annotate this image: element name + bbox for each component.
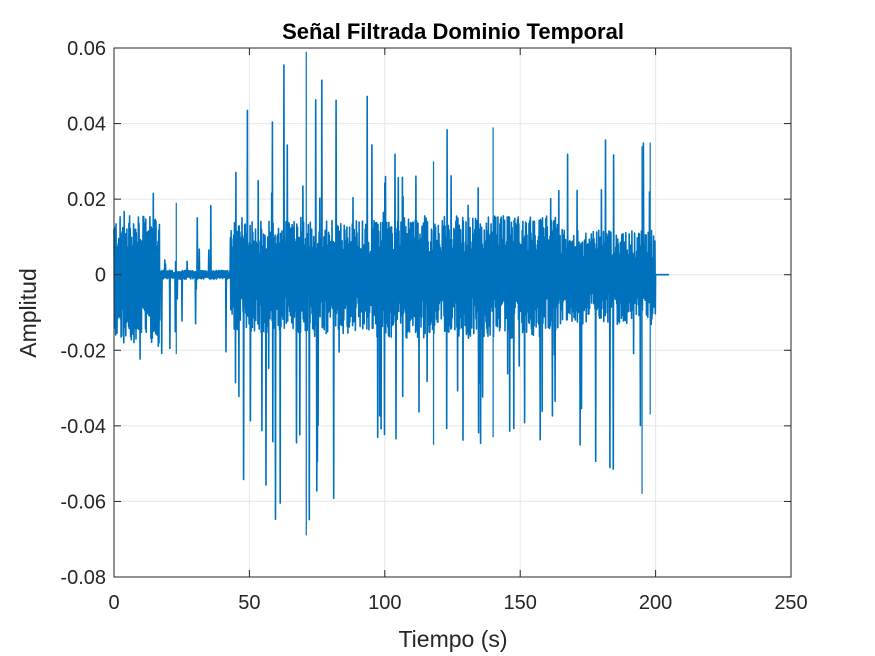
x-axis-label: Tiempo (s): [398, 626, 507, 652]
axes-box: [113, 47, 792, 578]
x-tick-label: 200: [639, 592, 672, 614]
y-axis-label: Amplitud: [15, 268, 41, 357]
ticks-layer: [113, 47, 792, 578]
signal-line: [113, 64, 670, 521]
x-tick-label: 250: [774, 592, 807, 614]
tick-labels-layer: 0 50 100 150 200 250 -0.08 -0.06 -0.04 -0.02 0 0.02…: [60, 38, 807, 614]
x-tick-label: 0: [108, 592, 119, 614]
y-tick-label: -0.04: [60, 416, 106, 438]
y-tick-label: 0.02: [67, 189, 106, 211]
y-tick-label: 0: [95, 265, 106, 287]
x-tick-label: 150: [504, 592, 537, 614]
chart-title: Señal Filtrada Dominio Temporal: [282, 19, 624, 44]
x-tick-label: 50: [238, 592, 260, 614]
y-tick-label: 0.06: [67, 38, 106, 60]
y-tick-label: -0.08: [60, 567, 106, 589]
x-tick-label: 100: [368, 592, 401, 614]
signal-layer: [113, 51, 670, 536]
y-tick-label: 0.04: [67, 114, 106, 136]
y-tick-label: -0.02: [60, 340, 106, 362]
y-tick-label: -0.06: [60, 491, 106, 513]
